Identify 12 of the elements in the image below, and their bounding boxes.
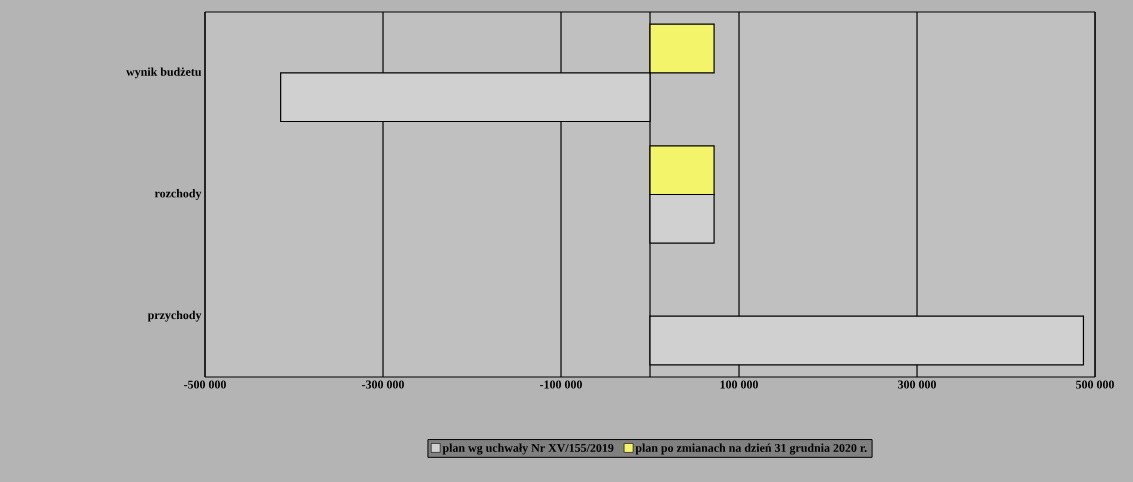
y-tick-label: przychody <box>147 310 202 322</box>
x-tick-label: 500 000 <box>1076 380 1114 389</box>
x-tick-label: -100 000 <box>540 380 582 389</box>
y-tick-label: rozchody <box>154 189 202 200</box>
x-tick-label: 100 000 <box>720 380 758 389</box>
legend-label: plan po zmianach na dzień 31 grudnia 2020 r. <box>635 443 867 455</box>
bar <box>649 315 1085 366</box>
y-tick-label: wynik budżetu <box>126 67 202 79</box>
legend-label: plan wg uchwały Nr XV/155/2019 <box>442 443 614 455</box>
x-tick-label: -500 000 <box>184 380 226 389</box>
x-tick-label: -300 000 <box>362 380 404 389</box>
x-tick-label: 300 000 <box>898 380 936 389</box>
